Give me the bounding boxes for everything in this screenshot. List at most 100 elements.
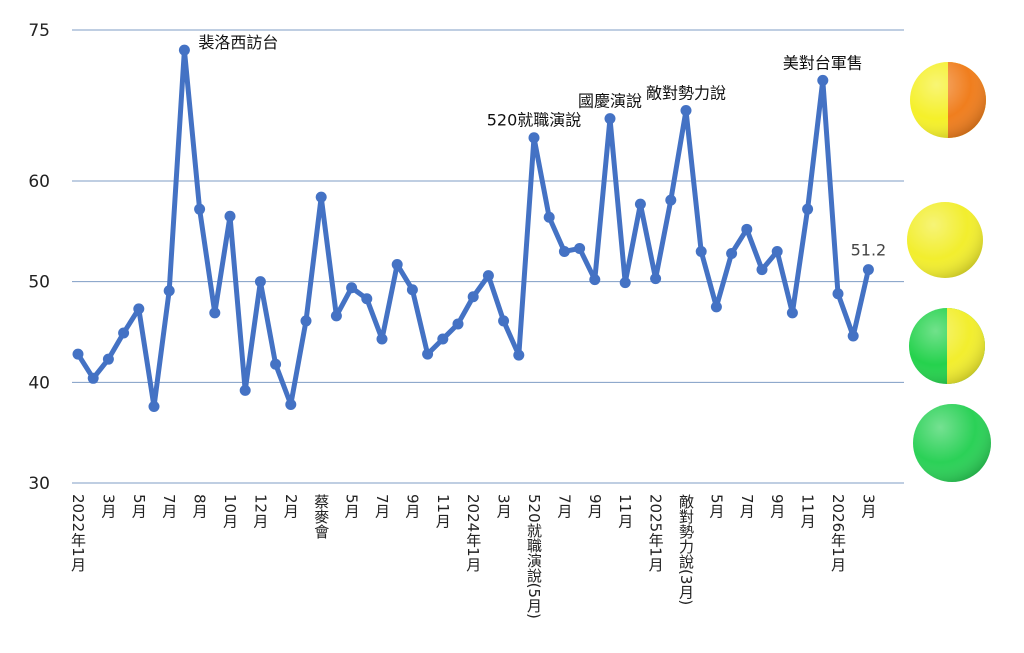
x-tick-label: 11月 <box>434 494 452 529</box>
data-point <box>680 105 692 117</box>
data-point <box>102 353 114 365</box>
data-point <box>558 245 570 257</box>
x-tick-label: 蔡麥會 <box>312 494 330 539</box>
y-tick-label: 75 <box>28 21 50 41</box>
data-point <box>847 330 859 342</box>
data-point <box>178 44 190 56</box>
x-tick-label: 12月 <box>251 494 269 529</box>
indicator-yellow <box>907 202 983 278</box>
x-tick-label: 8月 <box>191 494 209 520</box>
x-tick-label: 7月 <box>373 494 391 520</box>
x-tick-label: 2022年1月 <box>69 494 87 573</box>
x-tick-label: 7月 <box>160 494 178 520</box>
indicator-green <box>913 404 991 482</box>
x-tick-label: 3月 <box>495 494 513 520</box>
data-point <box>391 259 403 271</box>
data-point <box>528 132 540 144</box>
x-tick-label: 10月 <box>221 494 239 529</box>
data-point <box>665 194 677 206</box>
data-point <box>406 284 418 296</box>
x-tick-label: 敵對勢力說(3月) <box>677 494 695 605</box>
x-tick-label: 2024年1月 <box>464 494 482 573</box>
data-point <box>330 310 342 322</box>
x-tick-label: 7月 <box>738 494 756 520</box>
data-point <box>148 400 160 412</box>
last-value-label: 51.2 <box>851 241 887 260</box>
data-point <box>361 293 373 305</box>
data-point <box>467 291 479 303</box>
event-annotation: 裴洛西訪台 <box>198 33 278 52</box>
data-point <box>802 203 814 215</box>
data-point <box>285 398 297 410</box>
y-tick-label: 40 <box>28 373 50 393</box>
data-point <box>482 270 494 282</box>
event-annotation: 敵對勢力說 <box>646 84 726 103</box>
x-tick-label: 11月 <box>799 494 817 529</box>
data-point <box>771 245 783 257</box>
data-point <box>726 247 738 259</box>
x-tick-label: 2月 <box>282 494 300 520</box>
x-tick-label: 2026年1月 <box>829 494 847 573</box>
data-point <box>315 191 327 203</box>
x-tick-label: 5月 <box>707 494 725 520</box>
data-point <box>741 223 753 235</box>
data-point <box>498 315 510 327</box>
data-point <box>422 348 434 360</box>
data-point <box>224 210 236 222</box>
data-point <box>72 348 84 360</box>
data-point <box>270 358 282 370</box>
event-annotation: 美對台軍售 <box>783 53 863 72</box>
x-tick-label: 3月 <box>99 494 117 520</box>
series-line <box>72 44 874 412</box>
data-point <box>710 301 722 313</box>
data-point <box>133 303 145 315</box>
x-tick-label: 9月 <box>768 494 786 520</box>
data-point <box>437 333 449 345</box>
x-tick-label: 5月 <box>343 494 361 520</box>
x-tick-label: 5月 <box>130 494 148 520</box>
data-point <box>376 333 388 345</box>
x-tick-label: 9月 <box>586 494 604 520</box>
x-tick-label: 7月 <box>555 494 573 520</box>
data-point <box>817 74 829 86</box>
data-point <box>604 113 616 125</box>
indicator-green-yellow <box>909 308 985 384</box>
data-point <box>756 264 768 276</box>
data-point <box>589 274 601 286</box>
data-point <box>452 318 464 330</box>
x-axis: 2022年1月 3月 5月 7月 8月 10月 12月 2月 蔡麥會 5月 7月 9月 11月 2024年… <box>69 494 877 619</box>
data-point <box>543 211 555 223</box>
data-point <box>832 288 844 300</box>
data-point <box>209 307 221 319</box>
event-annotation: 國慶演說 <box>578 92 642 111</box>
y-tick-label: 30 <box>28 474 50 494</box>
data-point <box>300 315 312 327</box>
event-annotation: 520就職演說 <box>487 111 582 130</box>
data-point <box>239 384 251 396</box>
data-point <box>619 277 631 289</box>
data-point <box>87 372 99 384</box>
status-indicators <box>907 62 991 482</box>
x-tick-label: 3月 <box>859 494 877 520</box>
y-tick-label: 50 <box>28 273 50 293</box>
x-tick-label: 2025年1月 <box>647 494 665 573</box>
y-tick-label: 60 <box>28 172 50 192</box>
data-point <box>346 282 358 294</box>
x-tick-label: 9月 <box>403 494 421 520</box>
x-tick-label: 520就職演說(5月) <box>525 494 543 619</box>
data-point <box>862 264 874 276</box>
data-point <box>194 203 206 215</box>
data-point <box>786 307 798 319</box>
x-tick-label: 11月 <box>616 494 634 529</box>
data-point <box>163 285 175 297</box>
data-point <box>254 276 266 288</box>
data-point <box>650 273 662 285</box>
data-point <box>695 245 707 257</box>
indicator-yellow-orange <box>910 62 986 138</box>
data-point <box>574 242 586 254</box>
y-axis: 30 40 50 60 75 <box>28 21 50 494</box>
data-point <box>634 198 646 210</box>
data-point <box>118 327 130 339</box>
